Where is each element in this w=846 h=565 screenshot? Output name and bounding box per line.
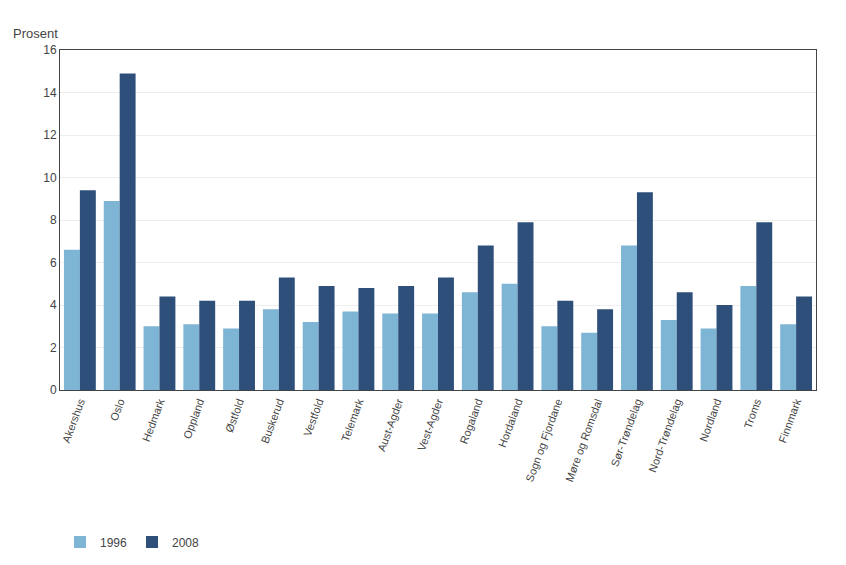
svg-text:Troms: Troms [742,397,764,430]
svg-text:1996: 1996 [100,536,127,550]
svg-text:Oslo: Oslo [108,397,127,422]
svg-text:Rogaland: Rogaland [457,397,484,445]
svg-text:2: 2 [50,341,57,355]
svg-text:Sogn og Fjordane: Sogn og Fjordane [523,397,564,483]
svg-text:0: 0 [50,383,57,397]
svg-text:Nordland: Nordland [697,397,724,443]
svg-text:10: 10 [43,171,57,185]
svg-text:Hordaland: Hordaland [496,397,525,449]
svg-text:Nord-Trøndelag: Nord-Trøndelag [646,397,684,474]
svg-text:Finnmark: Finnmark [776,397,803,445]
svg-text:Telemark: Telemark [339,397,366,444]
svg-text:Aust-Agder: Aust-Agder [375,397,405,453]
svg-text:4: 4 [50,298,57,312]
svg-text:Møre og Romsdal: Møre og Romsdal [563,397,604,483]
svg-text:8: 8 [50,213,57,227]
svg-text:Hedmark: Hedmark [140,397,167,444]
svg-text:Vest-Agder: Vest-Agder [415,397,445,453]
svg-text:16: 16 [43,43,57,57]
svg-text:Østfold: Østfold [223,397,246,434]
svg-text:12: 12 [43,128,57,142]
svg-text:6: 6 [50,256,57,270]
svg-text:Oppland: Oppland [181,397,207,440]
svg-text:Vestfold: Vestfold [301,397,326,438]
svg-text:2008: 2008 [172,536,199,550]
svg-text:Sør-Trøndelag: Sør-Trøndelag [608,397,644,468]
svg-text:14: 14 [43,86,57,100]
svg-text:Prosent: Prosent [13,26,58,41]
svg-text:Buskerud: Buskerud [259,397,286,445]
svg-text:Akershus: Akershus [60,397,87,445]
